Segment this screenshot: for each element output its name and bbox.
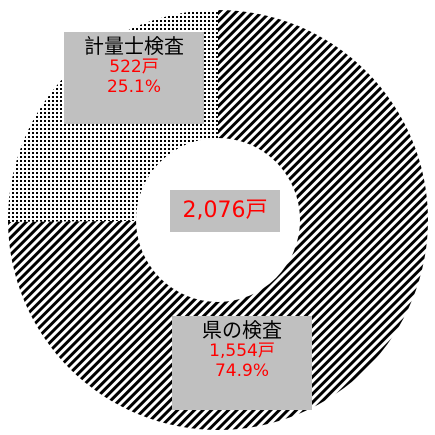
value-label: 1,554戸: [209, 341, 275, 361]
value-label: 522戸: [109, 57, 159, 77]
category-name: 県の検査: [202, 318, 282, 342]
slice-label-keiryoshi: 計量士検査 522戸 25.1%: [64, 32, 204, 124]
percent-label: 74.9%: [214, 360, 269, 381]
center-total-label: 2,076戸: [170, 190, 280, 232]
category-name: 計量士検査: [84, 34, 184, 58]
percent-label: 25.1%: [106, 76, 161, 97]
slice-label-ken: 県の検査 1,554戸 74.9%: [172, 316, 312, 410]
